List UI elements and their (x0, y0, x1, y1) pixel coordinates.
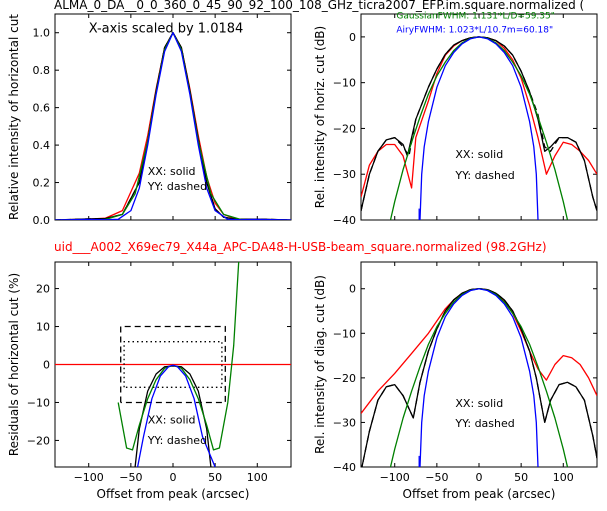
y-tick-label: −10 (27, 396, 50, 409)
y-tick-label: −40 (333, 461, 356, 474)
y-tick-label: 0.0 (33, 214, 51, 227)
y-tick-label: 1.0 (33, 27, 51, 40)
x-tick-label: −50 (425, 471, 448, 484)
y-tick-label: 0 (349, 31, 356, 44)
x-axis-label: Offset from peak (arcsec) (403, 487, 556, 501)
x-axis-label: Offset from peak (arcsec) (97, 487, 250, 501)
series-group (55, 32, 291, 220)
y-tick-label: −20 (333, 372, 356, 385)
x-tick-label: 0 (476, 471, 483, 484)
y-tick-label: 0.6 (33, 102, 51, 115)
y-tick-label: 10 (36, 321, 50, 334)
panel-top-left: 0.0 0.2 0.4 0.6 0.8 1.0 Relative intensity of … (7, 13, 292, 227)
annotation: X-axis scaled by 1.0184 (89, 22, 244, 37)
y-tick-label: −40 (333, 214, 356, 227)
series-line-black-dashed (361, 36, 597, 211)
x-tick-label: −50 (119, 471, 142, 484)
series-group (361, 288, 597, 467)
annotation: XX: solid (455, 397, 503, 410)
figure-title: ALMA_0_DA__0_0_360_0_45_90_92_100_108_GH… (54, 0, 584, 12)
x-tick-label: 100 (247, 471, 268, 484)
y-tick-label: 0.2 (33, 177, 51, 190)
y-tick-label: 20 (36, 283, 50, 296)
y-axis-label: Rel. intensity of diag. cut (dB) (313, 275, 327, 454)
y-axis-label: Residuals of horizontal cut (%) (7, 273, 21, 456)
y-axis-label: Relative intensity of horizontal cut (7, 14, 21, 220)
series-group (55, 262, 291, 467)
y-tick-label: −30 (333, 168, 356, 181)
annotation: AiryFWHM: 1.023*L/10.7m=60.18" (396, 25, 553, 35)
x-tick-label: 50 (208, 471, 222, 484)
annotation: GaussianFWHM: 1.131*L/D=59.35" (396, 12, 554, 22)
axes-frame (360, 261, 598, 468)
y-tick-label: −10 (333, 77, 356, 90)
series-line-black-dashed (120, 325, 226, 404)
panel-bottom-right: −100 −50 0 50 100 0 −10 −20 −30 −40 Rel. intensity… (313, 261, 598, 501)
axes-frame (360, 13, 598, 221)
y-tick-label: 0 (43, 359, 50, 372)
series-line-blue-solid (419, 36, 539, 220)
y-axis-label: Rel. intensity of horiz. cut (dB) (313, 26, 327, 208)
x-tick-label: 0 (170, 471, 177, 484)
x-tick-label: −100 (74, 471, 104, 484)
panel-top-right: 0 −10 −20 −30 −40 Rel. intensity of horiz. cu… (313, 12, 598, 227)
annotation: XX: solid (148, 413, 196, 426)
y-tick-label: −20 (333, 122, 356, 135)
series-line-red-solid (361, 288, 597, 414)
annotation: YY: dashed (147, 180, 207, 193)
annotation: YY: dashed (454, 169, 514, 182)
y-tick-label: −30 (333, 416, 356, 429)
series-line-blue-solid (136, 364, 216, 467)
annotation: YY: dashed (454, 417, 514, 430)
y-tick-label: −20 (27, 434, 50, 447)
y-tick-label: 0 (349, 283, 356, 296)
x-tick-label: −100 (380, 471, 410, 484)
series-line-blue-solid (419, 288, 539, 467)
series-group (361, 36, 597, 220)
y-tick-label: 0.4 (33, 139, 51, 152)
annotation: YY: dashed (147, 434, 207, 447)
x-tick-label: 100 (553, 471, 574, 484)
annotation: XX: solid (455, 148, 503, 161)
x-tick-label: 50 (514, 471, 528, 484)
y-tick-label: 0.8 (33, 64, 51, 77)
series-line-green-solid (117, 262, 240, 451)
series-line-black-solid (361, 36, 597, 211)
y-tick-label: −10 (333, 327, 356, 340)
series-line-green-solid (389, 288, 569, 467)
series-line-black-solid (134, 365, 212, 467)
figure-subtitle: uid___A002_X69ec79_X44a_APC-DA48-H-USB-b… (54, 240, 547, 254)
annotation: XX: solid (148, 165, 196, 178)
panels: 0.0 0.2 0.4 0.6 0.8 1.0 Relative intensity of … (7, 12, 598, 501)
series-line-blue-solid (55, 32, 291, 220)
